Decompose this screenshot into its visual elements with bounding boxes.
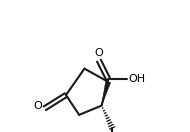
Text: OH: OH xyxy=(128,74,145,84)
Polygon shape xyxy=(102,81,111,106)
Text: O: O xyxy=(94,48,103,58)
Text: O: O xyxy=(33,101,42,111)
